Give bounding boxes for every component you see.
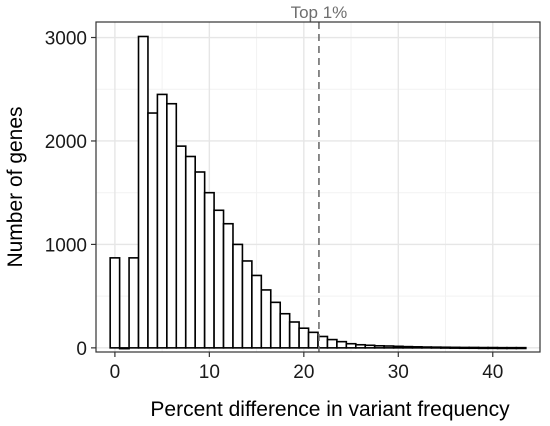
histogram-bar: [373, 344, 385, 349]
histogram-bar: [364, 344, 376, 349]
histogram-bar: [421, 346, 433, 349]
x-tick-label: 30: [388, 362, 409, 383]
histogram-bar: [118, 347, 130, 350]
histogram-bar: [487, 346, 499, 350]
histogram-bar: [496, 346, 508, 350]
histogram-bar: [241, 260, 253, 349]
histogram-bar: [222, 222, 234, 349]
x-tick-label: 0: [110, 362, 121, 383]
histogram-bar: [175, 145, 187, 349]
histogram-bar: [458, 346, 470, 350]
x-axis-title: Percent difference in variant frequency: [150, 398, 510, 421]
y-tick-label: 2000: [45, 132, 87, 153]
histogram-bar: [449, 346, 461, 349]
histogram-bar: [298, 327, 310, 349]
y-tick-label: 3000: [45, 29, 87, 50]
histogram-bar: [251, 274, 263, 349]
histogram-bar: [156, 93, 168, 349]
y-tick-label: 0: [76, 339, 87, 360]
histogram-bar: [506, 346, 518, 350]
histogram-bar: [354, 343, 367, 349]
y-axis-title: Number of genes: [4, 106, 27, 267]
histogram-bar: [515, 346, 527, 350]
histogram-bar: [477, 346, 489, 350]
tick-layer: 0 10 20 30 40 0 1000 2000 3000: [45, 29, 504, 383]
histogram-bar: [468, 346, 480, 350]
histogram-bar: [279, 312, 291, 349]
histogram-bar: [402, 345, 414, 349]
histogram-bar: [166, 102, 178, 349]
histogram-bar: [430, 346, 442, 349]
histogram-bar: [307, 331, 319, 349]
histogram-bar: [128, 257, 140, 349]
histogram-bar: [260, 289, 272, 349]
histogram-bar: [411, 346, 423, 349]
histogram-bar: [440, 346, 452, 349]
histogram-bar: [137, 35, 149, 349]
x-tick-label: 10: [199, 362, 220, 383]
histogram-bar: [232, 243, 244, 349]
histogram-bar: [269, 301, 282, 349]
bar-layer: [109, 35, 527, 350]
panel-border: [95, 21, 541, 353]
histogram-bar: [109, 257, 121, 349]
histogram-bar: [288, 321, 300, 349]
x-tick-label: 40: [482, 362, 503, 383]
histogram-bar: [336, 340, 348, 349]
y-tick-label: 1000: [45, 235, 87, 256]
histogram-bar: [194, 171, 206, 349]
histogram-bar: [203, 191, 215, 349]
histogram-bar: [184, 155, 196, 349]
histogram-bar: [147, 112, 159, 349]
x-tick-label: 20: [293, 362, 314, 383]
histogram-bar: [213, 209, 225, 349]
histogram-bar: [326, 338, 338, 349]
histogram-bar: [383, 345, 395, 349]
top-1-percent-label: Top 1%: [291, 3, 348, 22]
histogram-bar: [392, 345, 404, 349]
histogram-bar: [345, 342, 357, 349]
